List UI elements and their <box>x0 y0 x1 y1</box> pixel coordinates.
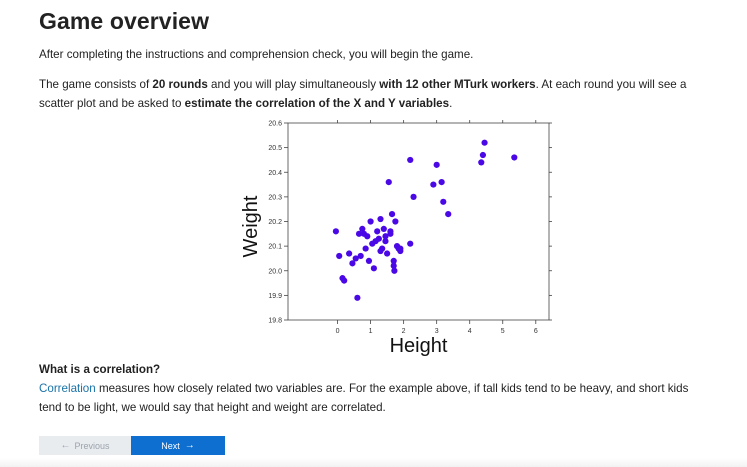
intro-text: After completing the instructions and co… <box>39 48 474 61</box>
data-point <box>384 250 391 257</box>
y-tick-label: 20.4 <box>268 170 282 177</box>
arrow-right-icon: → <box>184 440 195 451</box>
rounds-count: 20 rounds <box>152 78 208 91</box>
x-tick-label: 0 <box>336 328 340 335</box>
data-point <box>390 262 397 269</box>
data-point <box>377 215 384 223</box>
y-tick-label: 20.0 <box>268 268 282 275</box>
data-point <box>433 161 440 168</box>
data-point <box>388 211 396 218</box>
data-point <box>390 257 397 264</box>
game-text-part: . <box>449 96 453 110</box>
y-tick-label: 19.8 <box>268 318 282 325</box>
data-point <box>407 156 414 164</box>
correlation-explanation: Correlation measures how closely related… <box>39 380 699 417</box>
data-point <box>355 230 363 237</box>
scatter-plot-svg: 0 1 2 3 4 5 6 19.8 19.9 20.0 20.1 20.2 20.3 20.4 20.5 2… <box>240 120 552 357</box>
data-point <box>387 228 394 235</box>
data-point <box>511 154 518 161</box>
x-axis-label: Height <box>390 335 448 357</box>
data-point <box>365 257 373 264</box>
x-tick-label: 6 <box>534 328 538 335</box>
game-text-part: The game consists of <box>39 78 153 91</box>
x-tick-label: 5 <box>501 328 505 335</box>
y-axis-label: Weight <box>240 195 262 257</box>
y-tick-label: 20.2 <box>268 219 282 226</box>
data-point <box>440 198 447 205</box>
x-tick-label: 1 <box>369 328 373 335</box>
plot-frame <box>287 122 550 321</box>
y-tick-label: 20.3 <box>268 194 282 201</box>
x-tick-label: 2 <box>402 328 406 335</box>
data-point <box>336 252 343 260</box>
data-point <box>445 211 452 218</box>
data-point <box>478 159 485 166</box>
next-label: Next <box>161 440 180 451</box>
data-point <box>364 233 371 240</box>
data-point <box>367 218 374 225</box>
data-point <box>341 277 348 284</box>
data-point <box>392 218 399 225</box>
y-tick-label: 20.1 <box>268 244 282 251</box>
arrow-left-icon: ← <box>60 440 71 451</box>
page-title: Game overview <box>39 8 210 34</box>
data-point <box>438 179 445 186</box>
data-point <box>349 260 356 267</box>
data-point <box>407 240 414 247</box>
data-point <box>481 139 488 146</box>
bottom-fade <box>0 458 747 467</box>
estimate-instruction: estimate the correlation of the X and Y … <box>184 96 450 110</box>
data-point <box>370 265 377 272</box>
correlation-link[interactable]: Correlation <box>39 382 96 395</box>
data-point <box>375 235 382 242</box>
data-point <box>352 255 359 262</box>
data-point <box>332 228 340 235</box>
next-button[interactable]: Next → <box>131 436 225 455</box>
y-tick-label: 20.6 <box>268 121 282 128</box>
data-point <box>391 267 398 274</box>
data-point <box>357 252 364 260</box>
data-point <box>346 250 353 257</box>
data-point <box>479 151 487 159</box>
data-point <box>430 181 437 188</box>
data-point <box>385 179 392 186</box>
data-point <box>382 238 389 245</box>
x-tick-label: 3 <box>435 328 439 335</box>
correlation-heading: What is a correlation? <box>39 363 161 376</box>
data-point <box>380 225 387 232</box>
game-description: The game consists of 20 rounds and you w… <box>39 76 699 113</box>
data-point <box>410 193 417 200</box>
previous-button[interactable]: ← Previous <box>39 436 131 455</box>
workers-count: with 12 other MTurk workers <box>379 78 536 91</box>
data-point <box>362 245 369 252</box>
data-point <box>374 228 381 235</box>
previous-label: Previous <box>74 440 110 451</box>
y-tick-label: 19.9 <box>268 293 282 300</box>
data-point <box>397 247 404 255</box>
data-point <box>359 225 366 232</box>
game-text-part: . At each round you will see a scatter p… <box>39 78 687 110</box>
scatter-plot: 0 1 2 3 4 5 6 19.8 19.9 20.0 20.1 20.2 20.3 20.4 20.5 2… <box>199 112 559 367</box>
game-text-part: and you will play simultaneously <box>207 78 380 91</box>
y-tick-label: 20.5 <box>268 145 282 152</box>
correlation-text: measures how closely related two variabl… <box>39 382 689 414</box>
data-point <box>377 247 384 255</box>
data-point <box>382 233 389 240</box>
data-point <box>354 294 361 301</box>
x-tick-label: 4 <box>468 328 472 335</box>
